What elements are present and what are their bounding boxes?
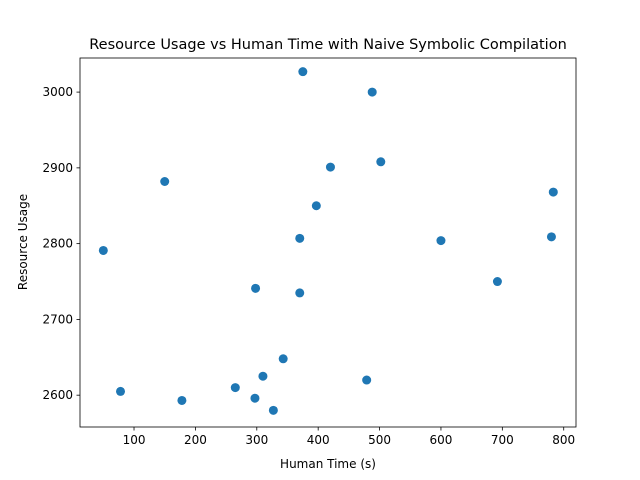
data-point: [548, 187, 558, 197]
x-tick-label: 100: [123, 433, 146, 447]
y-axis-ticks: 2600 2700 2800 2900 3000: [42, 85, 80, 402]
x-axis-label: Human Time (s): [280, 457, 376, 471]
data-point: [116, 386, 126, 396]
data-point: [230, 383, 240, 393]
data-point: [362, 375, 372, 385]
data-point: [268, 405, 278, 415]
y-tick-label: 2700: [42, 312, 73, 326]
chart-title: Resource Usage vs Human Time with Naive …: [89, 37, 567, 53]
data-point: [492, 277, 502, 287]
data-points: [98, 67, 558, 415]
y-tick-label: 2800: [42, 237, 73, 251]
y-tick-label: 2600: [42, 388, 73, 402]
data-point: [376, 157, 386, 167]
y-tick-label: 2900: [42, 161, 73, 175]
x-tick-label: 300: [245, 433, 268, 447]
data-point: [295, 233, 305, 243]
x-tick-label: 400: [307, 433, 330, 447]
data-point: [160, 177, 170, 187]
x-tick-label: 700: [491, 433, 514, 447]
x-tick-label: 800: [552, 433, 575, 447]
data-point: [295, 288, 305, 298]
data-point: [98, 245, 108, 255]
x-tick-label: 500: [368, 433, 391, 447]
data-point: [436, 236, 446, 246]
data-point: [250, 393, 260, 403]
data-point: [367, 87, 377, 97]
data-point: [546, 232, 556, 242]
y-tick-label: 3000: [42, 85, 73, 99]
data-point: [311, 201, 321, 211]
data-point: [325, 162, 335, 172]
data-point: [251, 283, 261, 293]
data-point: [278, 354, 288, 364]
x-tick-label: 200: [184, 433, 207, 447]
x-tick-label: 600: [429, 433, 452, 447]
plot-frame: [79, 57, 577, 428]
data-point: [298, 67, 308, 77]
x-axis-ticks: 100 200 300 400 500 600 700 800: [123, 427, 575, 447]
data-point: [258, 371, 268, 381]
data-point: [177, 395, 187, 405]
y-axis-label: Resource Usage: [16, 194, 30, 290]
